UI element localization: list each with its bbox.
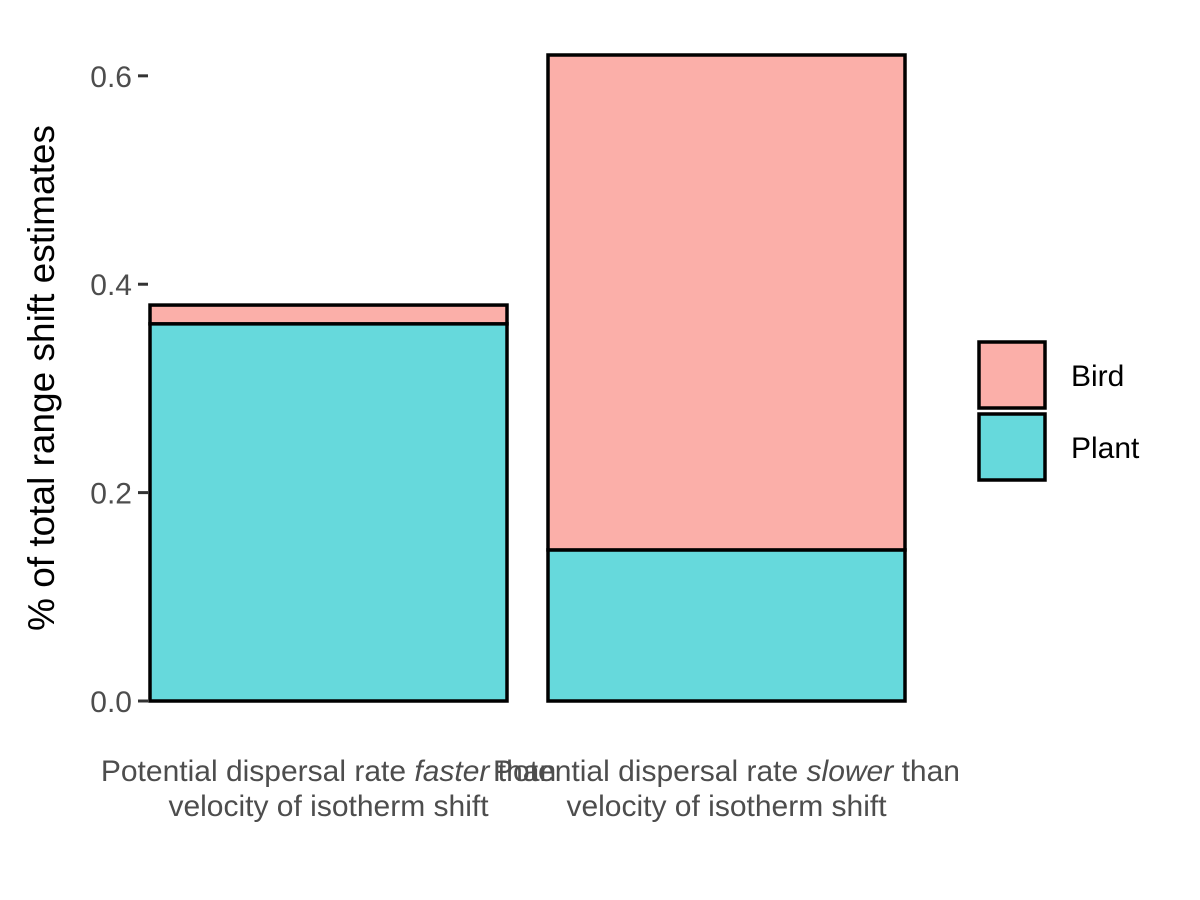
y-tick-label: 0.2 (90, 478, 132, 511)
x-category-label-line2: velocity of isotherm shift (566, 790, 887, 823)
x-category-label-line1: Potential dispersal rate faster than (101, 755, 556, 788)
y-tick-label: 0.6 (90, 61, 132, 94)
legend-label-bird: Bird (1071, 360, 1124, 393)
x-category-label-line1: Potential dispersal rate slower than (493, 755, 960, 788)
x-axis-category-labels: Potential dispersal rate faster thanvelo… (101, 755, 960, 823)
bar-segment-plant (148, 322, 509, 703)
bar-segment-plant (546, 548, 907, 703)
y-tick-label: 0.0 (90, 686, 132, 719)
bars (148, 53, 907, 703)
x-category-label-line2: velocity of isotherm shift (168, 790, 489, 823)
bar-segment-bird (148, 303, 509, 326)
legend-swatch-bird (977, 340, 1047, 410)
y-tick-label: 0.4 (90, 269, 132, 302)
bar-segment-bird (546, 53, 907, 552)
legend: Bird Plant (977, 340, 1140, 482)
legend-swatch-plant (977, 412, 1047, 482)
y-axis-title: % of total range shift estimates (21, 125, 62, 631)
y-axis: 0.0 0.2 0.4 0.6 (90, 61, 148, 719)
legend-label-plant: Plant (1071, 432, 1140, 465)
